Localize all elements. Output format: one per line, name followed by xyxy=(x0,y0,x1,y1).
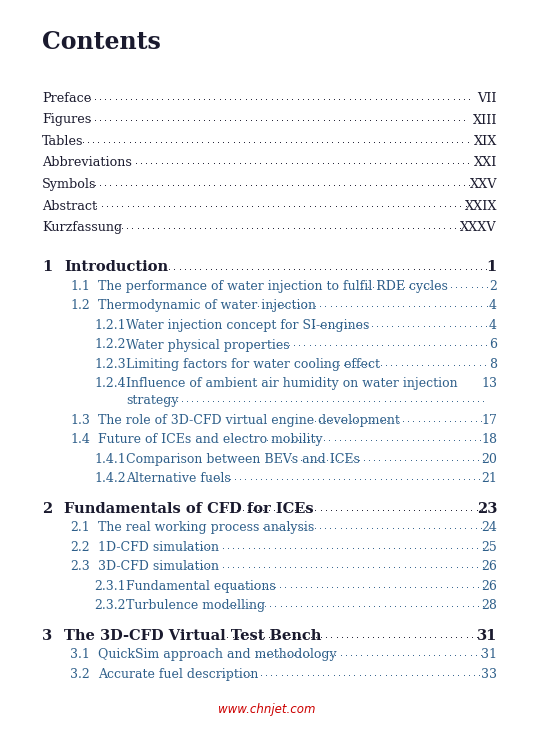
Text: 2: 2 xyxy=(489,280,497,293)
Text: 1.4.2: 1.4.2 xyxy=(94,472,126,485)
Text: 18: 18 xyxy=(481,433,497,447)
Text: 1.4: 1.4 xyxy=(70,433,90,447)
Text: 1.2: 1.2 xyxy=(70,300,90,312)
Text: 4: 4 xyxy=(489,319,497,332)
Text: 3.2: 3.2 xyxy=(70,668,90,681)
Text: 1: 1 xyxy=(487,260,497,275)
Text: Abstract: Abstract xyxy=(42,200,97,213)
Text: 1.1: 1.1 xyxy=(70,280,90,293)
Text: Comparison between BEVs and ICEs: Comparison between BEVs and ICEs xyxy=(126,453,360,466)
Text: 2.2: 2.2 xyxy=(70,541,90,554)
Text: Future of ICEs and electro mobility: Future of ICEs and electro mobility xyxy=(98,433,322,447)
Text: 33: 33 xyxy=(481,668,497,681)
Text: 2.3.2: 2.3.2 xyxy=(94,599,125,613)
Text: 3D-CFD simulation: 3D-CFD simulation xyxy=(98,561,219,573)
Text: Alternative fuels: Alternative fuels xyxy=(126,472,231,485)
Text: www.chnjet.com: www.chnjet.com xyxy=(218,703,315,716)
Text: Fundamentals of CFD for ICEs: Fundamentals of CFD for ICEs xyxy=(64,502,313,516)
Text: Water physical properties: Water physical properties xyxy=(126,338,289,352)
Text: XXXV: XXXV xyxy=(461,221,497,234)
Text: 17: 17 xyxy=(481,414,497,427)
Text: The real working process analysis: The real working process analysis xyxy=(98,521,314,534)
Text: 2.3: 2.3 xyxy=(70,561,90,573)
Text: 25: 25 xyxy=(481,541,497,554)
Text: 6: 6 xyxy=(489,338,497,352)
Text: 2.1: 2.1 xyxy=(70,521,90,534)
Text: The performance of water injection to fulfil RDE cycles: The performance of water injection to fu… xyxy=(98,280,448,293)
Text: Kurzfassung: Kurzfassung xyxy=(42,221,122,234)
Text: QuickSim approach and methodology: QuickSim approach and methodology xyxy=(98,648,337,662)
Text: The 3D-CFD Virtual Test Bench: The 3D-CFD Virtual Test Bench xyxy=(64,629,321,643)
Text: Water injection concept for SI-engines: Water injection concept for SI-engines xyxy=(126,319,369,332)
Text: 1D-CFD simulation: 1D-CFD simulation xyxy=(98,541,219,554)
Text: Limiting factors for water cooling effect: Limiting factors for water cooling effec… xyxy=(126,358,380,371)
Text: 23: 23 xyxy=(477,502,497,516)
Text: Influence of ambient air humidity on water injection
strategy: Influence of ambient air humidity on wat… xyxy=(126,377,458,407)
Text: 31: 31 xyxy=(481,648,497,662)
Text: Introduction: Introduction xyxy=(64,260,168,275)
Text: Figures: Figures xyxy=(42,113,91,126)
Text: Thermodynamic of water injection: Thermodynamic of water injection xyxy=(98,300,316,312)
Text: 20: 20 xyxy=(481,453,497,466)
Text: 3: 3 xyxy=(42,629,52,643)
Text: Abbreviations: Abbreviations xyxy=(42,156,132,170)
Text: 4: 4 xyxy=(489,300,497,312)
Text: 21: 21 xyxy=(481,472,497,485)
Text: XXI: XXI xyxy=(474,156,497,170)
Text: VII: VII xyxy=(478,92,497,105)
Text: 1.2.3: 1.2.3 xyxy=(94,358,126,371)
Text: 24: 24 xyxy=(481,521,497,534)
Text: XIX: XIX xyxy=(474,135,497,148)
Text: 1.2.1: 1.2.1 xyxy=(94,319,126,332)
Text: Symbols: Symbols xyxy=(42,178,96,191)
Text: XXIX: XXIX xyxy=(464,200,497,213)
Text: Preface: Preface xyxy=(42,92,91,105)
Text: 31: 31 xyxy=(477,629,497,643)
Text: XIII: XIII xyxy=(472,113,497,126)
Text: 1.2.2: 1.2.2 xyxy=(94,338,125,352)
Text: Turbulence modelling: Turbulence modelling xyxy=(126,599,265,613)
Text: XXV: XXV xyxy=(470,178,497,191)
Text: 1.2.4: 1.2.4 xyxy=(94,377,126,390)
Text: 3.1: 3.1 xyxy=(70,648,90,662)
Text: 8: 8 xyxy=(489,358,497,371)
Text: Accurate fuel description: Accurate fuel description xyxy=(98,668,259,681)
Text: 13: 13 xyxy=(481,377,497,390)
Text: 2: 2 xyxy=(42,502,52,516)
Text: 28: 28 xyxy=(481,599,497,613)
Text: Contents: Contents xyxy=(42,30,161,54)
Text: Fundamental equations: Fundamental equations xyxy=(126,580,276,593)
Text: 1.4.1: 1.4.1 xyxy=(94,453,126,466)
Text: 1.3: 1.3 xyxy=(70,414,90,427)
Text: 26: 26 xyxy=(481,580,497,593)
Text: 2.3.1: 2.3.1 xyxy=(94,580,126,593)
Text: Tables: Tables xyxy=(42,135,84,148)
Text: 1: 1 xyxy=(42,260,52,275)
Text: The role of 3D-CFD virtual engine development: The role of 3D-CFD virtual engine develo… xyxy=(98,414,400,427)
Text: 26: 26 xyxy=(481,561,497,573)
